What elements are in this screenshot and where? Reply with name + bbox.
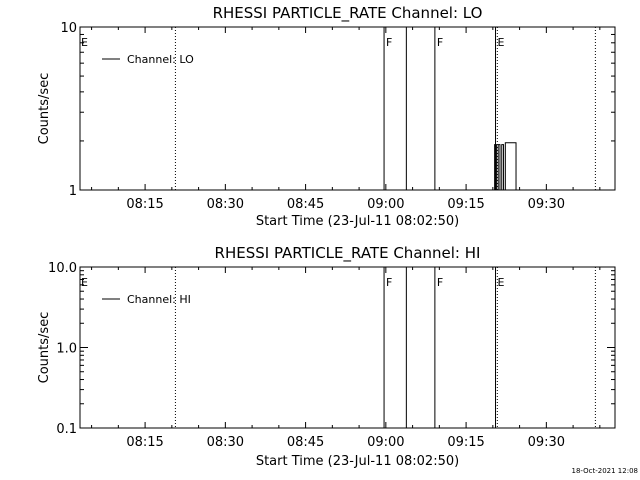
panel-2-x-tick-label: 09:00: [367, 435, 404, 450]
panel-2-x-tick-label: 08:15: [126, 435, 163, 450]
footer-timestamp: 18-Oct-2021 12:08: [571, 467, 638, 475]
panel-1-marker-label: F: [437, 36, 443, 49]
panel-1-marker-label: F: [386, 36, 392, 49]
panel-2-frame: [79, 266, 616, 429]
panel-1-x-tick-label: 09:30: [528, 197, 565, 212]
panel-1-x-tick-label: 09:15: [447, 197, 484, 212]
panel-1-marker-label: E: [81, 36, 88, 49]
panel-2-x-tick-label: 08:30: [207, 435, 244, 450]
panel-2-y-axis-label: Counts/sec: [37, 312, 52, 384]
panel-1-frame: [79, 26, 616, 191]
panel-2-x-tick-label: 09:15: [447, 435, 484, 450]
panel-1-legend-label: Channel: LO: [127, 53, 194, 66]
panel-2-legend-label: Channel: HI: [127, 293, 191, 306]
panel-1-series-line: [492, 142, 517, 191]
panel-1-x-tick-label: 09:00: [367, 197, 404, 212]
panel-1-marker-label: E: [498, 36, 505, 49]
panel-2-title: RHESSI PARTICLE_RATE Channel: HI: [215, 244, 481, 263]
panel-2-marker-label: F: [386, 276, 392, 289]
panel-2-x-axis-label: Start Time (23-Jul-11 08:02:50): [256, 454, 459, 469]
panel-2-marker-label: F: [437, 276, 443, 289]
panel-1-x-tick-label: 08:15: [126, 197, 163, 212]
panel-2-x-tick-label: 08:45: [287, 435, 324, 450]
panel-2-y-tick-label: 0.1: [56, 422, 77, 437]
panel-1-x-tick-label: 08:30: [207, 197, 244, 212]
panel-2-marker-label: E: [81, 276, 88, 289]
panel-2-x-tick-label: 09:30: [528, 435, 565, 450]
panel-1-y-tick-label: 1: [69, 184, 77, 199]
panel-1-x-tick-label: 08:45: [287, 197, 324, 212]
panel-2-y-tick-label: 1.0: [56, 342, 77, 357]
panel-2-marker-label: E: [498, 276, 505, 289]
panel-1-y-tick-label: 10: [60, 21, 77, 36]
panel-1-y-axis-label: Counts/sec: [37, 73, 52, 145]
panel-1-title: RHESSI PARTICLE_RATE Channel: LO: [213, 4, 483, 23]
panel-2-y-tick-label: 10.0: [48, 261, 77, 276]
panel-1-x-axis-label: Start Time (23-Jul-11 08:02:50): [256, 214, 459, 229]
